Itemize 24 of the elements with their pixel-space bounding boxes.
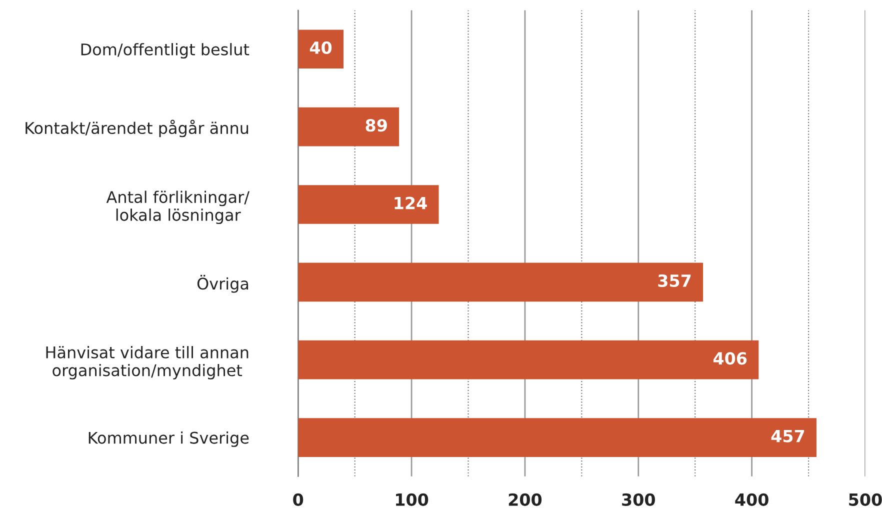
y-tick-label: Övriga xyxy=(197,274,248,293)
bar xyxy=(298,340,759,380)
data-label: 357 xyxy=(658,274,691,288)
data-label: 124 xyxy=(394,196,427,210)
data-label: 457 xyxy=(771,430,804,442)
data-label: 89 xyxy=(366,119,387,132)
y-tick-label: Hänvisat vidare till annan organisation/myndighet xyxy=(46,346,248,380)
data-label: 406 xyxy=(713,352,747,365)
bar xyxy=(298,185,439,224)
x-tick-label: 400 xyxy=(735,493,768,506)
x-tick-label: 500 xyxy=(849,493,882,506)
data-label: 40 xyxy=(310,41,332,54)
bar xyxy=(298,107,400,146)
bar xyxy=(298,30,344,69)
y-tick-label: Antal förlikningar/ lokala lösningar xyxy=(106,190,250,224)
y-tick-label: Kommuner i Sverige xyxy=(88,431,249,447)
x-tick-label: 0 xyxy=(293,493,304,506)
bar xyxy=(298,262,704,302)
y-tick-label: Dom/offentligt beslut xyxy=(81,43,250,59)
x-tick-label: 200 xyxy=(508,493,542,506)
y-tick-label: Kontakt/ärendet pågår ännu xyxy=(26,120,248,138)
x-tick-label: 100 xyxy=(396,493,428,506)
bar xyxy=(298,418,816,457)
x-tick-label: 300 xyxy=(622,493,655,506)
